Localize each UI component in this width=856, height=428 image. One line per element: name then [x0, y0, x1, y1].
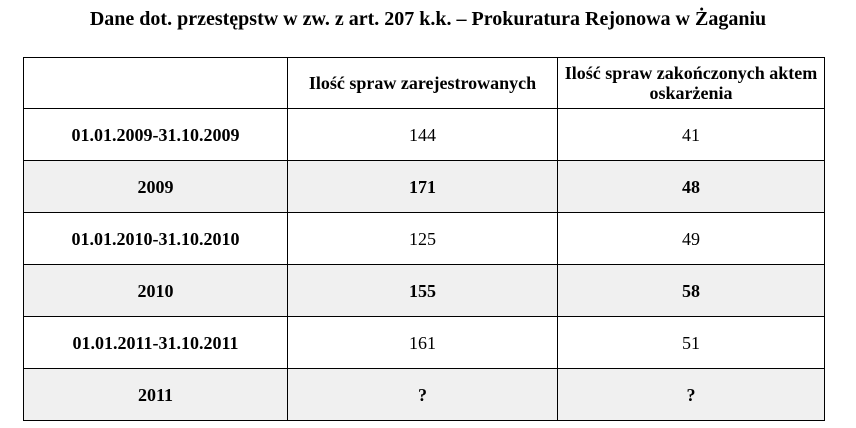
period-cell: 2011 [23, 368, 288, 421]
period-cell: 01.01.2011-31.10.2011 [23, 316, 288, 369]
registered-cell: 161 [287, 316, 558, 369]
indicted-cell: 48 [557, 160, 825, 213]
registered-cell: 155 [287, 264, 558, 317]
indicted-cell: ? [557, 368, 825, 421]
registered-cell: 171 [287, 160, 558, 213]
indicted-cell: 58 [557, 264, 825, 317]
table-row: 2010 155 58 [23, 264, 825, 317]
period-cell: 01.01.2010-31.10.2010 [23, 212, 288, 265]
table-row: 01.01.2011-31.10.2011 161 51 [23, 316, 825, 369]
table-row: 01.01.2010-31.10.2010 125 49 [23, 212, 825, 265]
page-title: Dane dot. przestępstw w zw. z art. 207 k… [89, 8, 767, 30]
registered-cell: 144 [287, 108, 558, 161]
period-cell: 01.01.2009-31.10.2009 [23, 108, 288, 161]
table-row: 2011 ? ? [23, 368, 825, 421]
header-registered: Ilość spraw zarejestrowanych [287, 57, 558, 109]
registered-cell: ? [287, 368, 558, 421]
period-cell: 2009 [23, 160, 288, 213]
period-cell: 2010 [23, 264, 288, 317]
indicted-cell: 41 [557, 108, 825, 161]
table-row: 2009 171 48 [23, 160, 825, 213]
indicted-cell: 49 [557, 212, 825, 265]
table-header-row: Ilość spraw zarejestrowanych Ilość spraw… [23, 57, 825, 109]
table-row: 01.01.2009-31.10.2009 144 41 [23, 108, 825, 161]
header-indicted: Ilość spraw zakończonych aktem oskarżeni… [557, 57, 825, 109]
indicted-cell: 51 [557, 316, 825, 369]
registered-cell: 125 [287, 212, 558, 265]
corner-cell [23, 57, 288, 109]
statistics-table: Ilość spraw zarejestrowanych Ilość spraw… [23, 57, 825, 421]
